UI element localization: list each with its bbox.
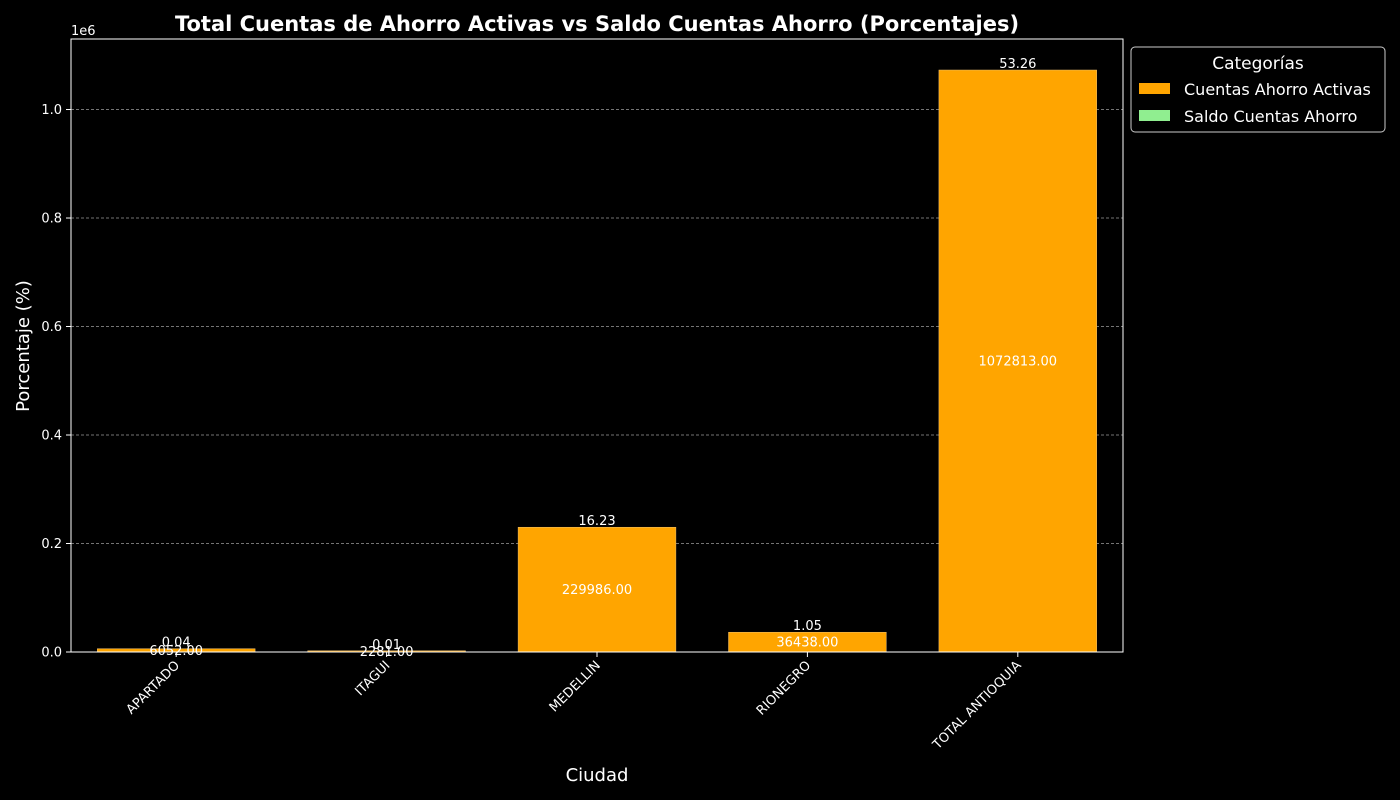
y-tick-label: 1.0	[41, 103, 62, 118]
y-tick-label: 0.2	[41, 537, 62, 552]
bar-cuentas-ahorro	[938, 69, 1097, 653]
y-tick-label: 0.0	[41, 646, 62, 661]
bar-value-label: 2281.00	[360, 645, 414, 660]
bar-percent-label: 0.01	[372, 638, 401, 653]
legend-swatch-cuentas	[1139, 83, 1170, 94]
legend-swatch-saldo	[1139, 110, 1170, 121]
y-offset-label: 1e6	[71, 24, 96, 39]
chart-title: Total Cuentas de Ahorro Activas vs Saldo…	[175, 12, 1019, 36]
y-tick-label: 0.6	[41, 320, 62, 335]
bar-cuentas-ahorro	[517, 526, 677, 653]
y-tick-label: 0.8	[41, 212, 62, 227]
bar-value-label: 6052.00	[149, 644, 203, 659]
y-axis-label: Porcentaje (%)	[13, 280, 34, 412]
bar-percent-label: 16.23	[578, 514, 615, 529]
legend-box	[1130, 46, 1386, 133]
legend-title: Categorías	[1212, 54, 1304, 74]
bar-value-label: 1072813.00	[979, 355, 1058, 370]
y-tick-label: 0.4	[41, 429, 62, 444]
bar-value-label: 36438.00	[776, 636, 838, 651]
legend-label-cuentas: Cuentas Ahorro Activas	[1184, 80, 1371, 99]
bar-percent-label: 53.26	[999, 57, 1036, 72]
bar-percent-label: 1.05	[793, 619, 822, 634]
bar-value-label: 229986.00	[562, 583, 632, 598]
bars	[97, 69, 1097, 653]
x-axis-label: Ciudad	[566, 765, 629, 786]
legend-label-saldo: Saldo Cuentas Ahorro	[1184, 107, 1357, 126]
legend: Categorías Cuentas Ahorro Activas Saldo …	[1130, 46, 1386, 133]
bar-percent-label: 0.04	[162, 636, 191, 651]
y-axis: 0.0 0.2 0.4 0.6 0.8 1.0	[41, 103, 71, 661]
bar-labels: 6052.000.04 2281.000.01 229986.00 16.23 3643…	[149, 57, 1057, 660]
